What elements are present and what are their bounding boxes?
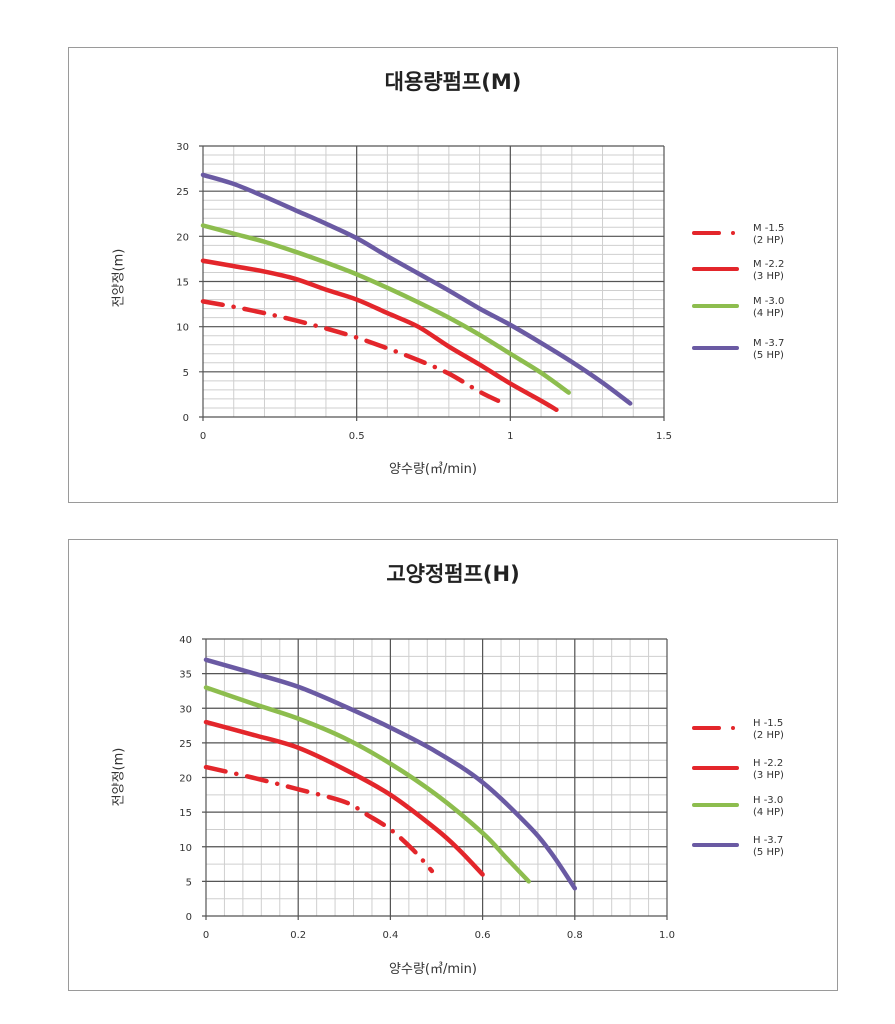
y-tick-label: 5: [183, 368, 189, 379]
y-tick-label: 5: [186, 877, 192, 888]
y-tick-label: 0: [186, 912, 192, 923]
x-tick-label: 1.5: [656, 431, 672, 442]
legend-sub: (5 HP): [753, 350, 784, 361]
series-line-h-1-5: [203, 764, 435, 874]
legend-item: M -1.5 (2 HP): [691, 223, 811, 254]
x-tick-label: 0.4: [382, 930, 398, 941]
chart-title: 대용량펌프(M): [384, 70, 522, 94]
x-tick-label: 0.6: [475, 930, 491, 941]
chart-title: 고양정펌프(H): [386, 562, 520, 586]
legend-sub: (2 HP): [753, 235, 784, 246]
y-tick-label: 15: [176, 278, 189, 289]
x-axis-label: 양수량(㎥/min): [389, 962, 477, 977]
y-tick-label: 10: [176, 323, 189, 334]
legend-swatch: [692, 726, 735, 730]
legend-swatch: [692, 304, 739, 308]
legend-label: H -3.0: [753, 795, 784, 806]
y-tick-label: 20: [179, 774, 192, 785]
x-tick-label: 0: [203, 930, 209, 941]
x-axis-label: 양수량(㎥/min): [389, 462, 477, 477]
legend-item: M -2.2 (3 HP): [691, 259, 811, 290]
legend-swatch: [692, 267, 739, 271]
y-tick-label: 10: [179, 843, 192, 854]
legend-sub: (4 HP): [753, 807, 784, 818]
x-tick-label: 1.0: [659, 930, 675, 941]
legend-sub: (3 HP): [753, 770, 784, 781]
y-tick-label: 30: [179, 704, 192, 715]
chart-panel-m: 대용량펌프(M) 전양정(m) 양수량(㎥/min) 0 0.5 1 1.5 0 5 10 1…: [68, 47, 838, 503]
y-tick-label: 35: [179, 670, 192, 681]
y-tick-label: 15: [179, 808, 192, 819]
legend-item: H -1.5 (2 HP): [691, 718, 811, 749]
legend-swatch: [692, 346, 739, 350]
series-line-m-3-7: [200, 172, 633, 406]
y-tick-label: 25: [179, 739, 192, 750]
plot-area: 0 0.5 1 1.5 0 5 10 15 20 25 30: [176, 142, 672, 442]
series-line-h-3-0: [203, 685, 531, 884]
legend-label: M -2.2: [753, 259, 785, 270]
legend-label: H -3.7: [753, 835, 784, 846]
legend-sub: (2 HP): [753, 730, 784, 741]
y-tick-label: 40: [179, 635, 192, 646]
legend-label: M -3.0: [753, 296, 785, 307]
x-tick-label: 0: [200, 431, 206, 442]
legend-sub: (5 HP): [753, 847, 784, 858]
legend-swatch: [692, 231, 735, 235]
y-tick-label: 0: [183, 413, 189, 424]
x-tick-label: 1: [507, 431, 513, 442]
x-tick-label: 0.5: [349, 431, 365, 442]
legend-label: M -3.7: [753, 338, 785, 349]
legend-label: H -2.2: [753, 758, 784, 769]
plot-area: 0 0.2 0.4 0.6 0.8 1.0 0 5 10 15 20 25 30 35 40: [179, 635, 675, 941]
legend-item: H -3.0 (4 HP): [691, 795, 811, 826]
legend-label: H -1.5: [753, 718, 784, 729]
y-tick-label: 25: [176, 187, 189, 198]
chart-panel-h: 고양정펌프(H) 전양정(m) 양수량(㎥/min) 0 0.2 0.4 0.6 0.8…: [68, 539, 838, 991]
series-line-m-2-2: [200, 258, 559, 413]
y-tick-label: 30: [176, 142, 189, 153]
series-line-m-1-5: [200, 299, 501, 403]
series-line-m-3-0: [200, 223, 571, 395]
legend-sub: (3 HP): [753, 271, 784, 282]
legend-item: M -3.0 (4 HP): [691, 296, 811, 327]
legend-sub: (4 HP): [753, 308, 784, 319]
legend-item: H -2.2 (3 HP): [691, 758, 811, 789]
series-line-h-2-2: [203, 719, 485, 877]
legend-item: H -3.7 (5 HP): [691, 835, 811, 866]
legend-swatch: [692, 843, 739, 847]
legend-swatch: [692, 803, 739, 807]
legend-item: M -3.7 (5 HP): [691, 338, 811, 369]
legend-label: M -1.5: [753, 223, 785, 234]
legend-swatch: [692, 766, 739, 770]
y-tick-label: 20: [176, 232, 189, 243]
x-tick-label: 0.2: [290, 930, 306, 941]
series-line-h-3-7: [203, 657, 578, 891]
x-tick-label: 0.8: [567, 930, 583, 941]
